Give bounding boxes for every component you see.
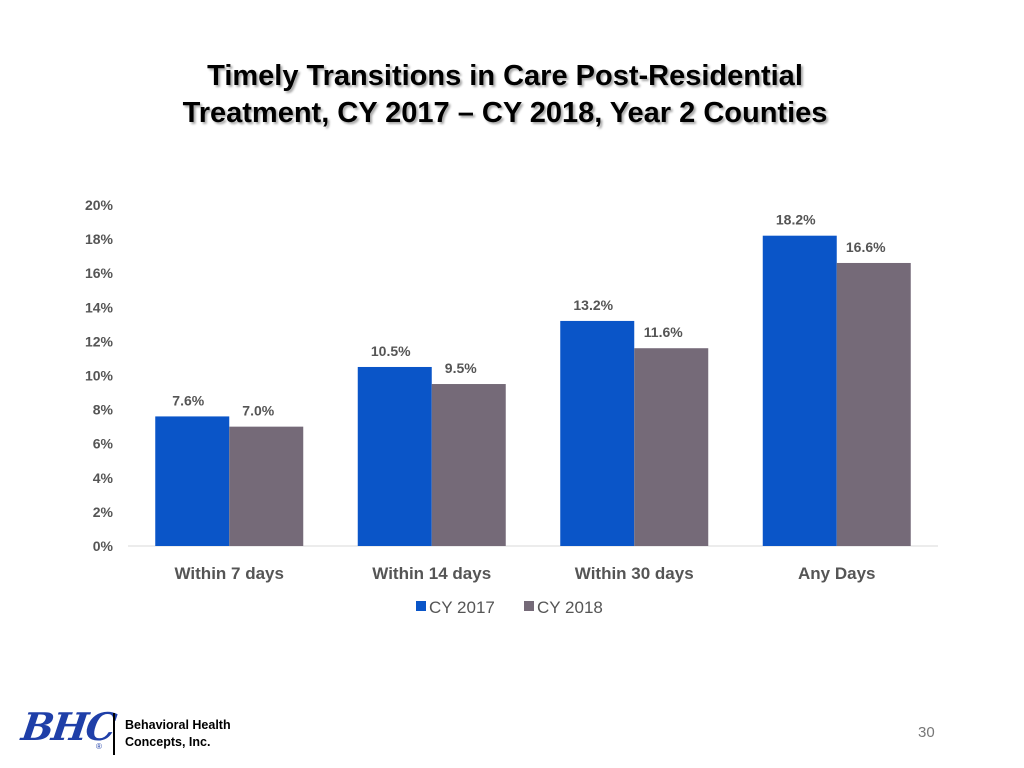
company-line-2: Concepts, Inc. (125, 735, 211, 749)
company-line-1: Behavioral Health (125, 718, 231, 732)
legend-label-cy2018: CY 2018 (537, 598, 603, 617)
bar-chart: 0% 2% 4% 6% 8% 10% 12% 14% 16% 18% 20% 7.6% 7.0% 10.… (85, 197, 938, 617)
footer-divider (113, 713, 115, 755)
slide-title: Timely Transitions in Care Post-Resident… (40, 58, 970, 132)
data-label: 13.2% (573, 297, 613, 313)
bar-cy2017 (357, 366, 432, 546)
x-tick-label: Any Days (798, 564, 875, 583)
data-label: 16.6% (846, 239, 886, 255)
y-tick-label: 12% (85, 333, 114, 349)
data-label: 18.2% (776, 212, 816, 228)
data-label: 7.0% (242, 403, 274, 419)
bars (155, 235, 911, 546)
title-line-2: Treatment, CY 2017 – CY 2018, Year 2 Cou… (182, 97, 828, 129)
y-tick-label: 4% (93, 470, 114, 486)
y-tick-label: 6% (93, 436, 114, 452)
page-number: 30 (918, 724, 935, 741)
data-label: 11.6% (644, 324, 683, 340)
x-tick-label: Within 14 days (372, 564, 491, 583)
bar-cy2018 (634, 348, 709, 546)
data-labels: 7.6% 7.0% 10.5% 9.5% 13.2% 11.6% 18.2% 16.6% (172, 212, 886, 419)
y-tick-label: 10% (85, 368, 114, 384)
legend-swatch-cy2018 (524, 601, 534, 611)
title-line-1: Timely Transitions in Care Post-Resident… (207, 60, 803, 92)
bar-cy2018 (836, 262, 911, 546)
data-label: 10.5% (371, 343, 411, 359)
y-tick-label: 8% (93, 402, 114, 418)
bar-cy2017 (155, 416, 230, 546)
registered-mark: ® (96, 742, 102, 751)
bar-cy2017 (560, 320, 635, 546)
x-axis: Within 7 days Within 14 days Within 30 day… (175, 564, 876, 583)
y-axis: 0% 2% 4% 6% 8% 10% 12% 14% 16% 18% 20% (85, 197, 114, 554)
bar-cy2017 (762, 235, 837, 546)
y-tick-label: 2% (93, 504, 114, 520)
x-tick-label: Within 30 days (575, 564, 694, 583)
data-label: 9.5% (445, 360, 477, 376)
x-tick-label: Within 7 days (175, 564, 284, 583)
y-tick-label: 16% (85, 265, 114, 281)
data-label: 7.6% (172, 392, 204, 408)
bar-cy2018 (229, 426, 304, 546)
legend-label-cy2017: CY 2017 (429, 598, 495, 617)
y-tick-label: 0% (93, 538, 114, 554)
legend: CY 2017 CY 2018 (416, 598, 603, 617)
bar-cy2018 (431, 384, 506, 546)
y-tick-label: 14% (85, 299, 114, 315)
y-tick-label: 20% (85, 197, 114, 213)
legend-swatch-cy2017 (416, 601, 426, 611)
bhc-logo: BHC (18, 704, 118, 749)
y-tick-label: 18% (85, 231, 114, 247)
company-name: Behavioral Health Concepts, Inc. (125, 717, 231, 751)
